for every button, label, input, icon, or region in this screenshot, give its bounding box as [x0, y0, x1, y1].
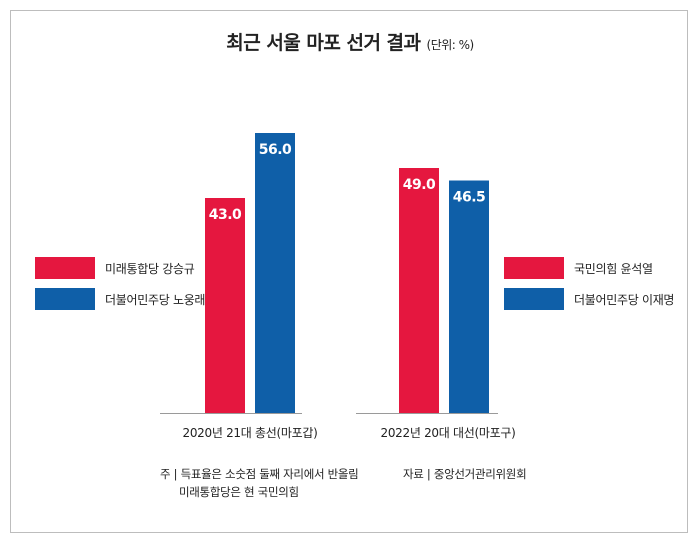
footnote: 주 | 득표율은 소숫점 둘째 자리에서 반올림 미래통합당은 현 국민의힘	[160, 465, 359, 501]
footnote-line-1: 주 | 득표율은 소숫점 둘째 자리에서 반올림	[160, 467, 359, 481]
chart-frame	[10, 10, 688, 533]
data-label-series0-cat1: 49.0	[403, 177, 436, 193]
title-text: 최근 서울 마포 선거 결과	[226, 32, 421, 54]
footnote-line-2: 미래통합당은 현 국민의힘	[179, 485, 299, 499]
bar-series0-cat1	[399, 168, 439, 413]
legend-item: 미래통합당 강승규	[35, 257, 205, 279]
data-label-series1-cat0: 56.0	[259, 142, 292, 158]
source-note: 자료 | 중앙선거관리위원회	[403, 467, 527, 481]
legend-label: 미래통합당 강승규	[105, 261, 195, 276]
legend-item: 더불어민주당 노웅래	[35, 288, 205, 310]
chart-title: 최근 서울 마포 선거 결과 (단위: %)	[0, 28, 700, 55]
legend-item: 더불어민주당 이재명	[504, 288, 674, 310]
legend-item: 국민의힘 윤석열	[504, 257, 674, 279]
legend-label: 국민의힘 윤석열	[574, 261, 653, 276]
category-label-2020: 2020년 21대 총선(마포갑)	[182, 426, 318, 440]
legend-swatch-blue	[35, 288, 95, 310]
legend-swatch-blue	[504, 288, 564, 310]
data-label-series1-cat1: 46.5	[453, 190, 486, 206]
bar-series1-cat1	[449, 180, 489, 413]
legend-right: 국민의힘 윤석열 더불어민주당 이재명	[504, 257, 674, 319]
legend-swatch-red	[504, 257, 564, 279]
unit-label: (단위: %)	[426, 38, 475, 52]
bar-series1-cat0	[255, 133, 295, 413]
legend-swatch-red	[35, 257, 95, 279]
data-label-series0-cat0: 43.0	[209, 207, 242, 223]
legend-left: 미래통합당 강승규 더불어민주당 노웅래	[35, 257, 205, 319]
bar-series0-cat0	[205, 198, 245, 413]
legend-label: 더불어민주당 노웅래	[105, 292, 206, 307]
category-label-2022: 2022년 20대 대선(마포구)	[380, 426, 516, 440]
legend-label: 더불어민주당 이재명	[574, 292, 675, 307]
